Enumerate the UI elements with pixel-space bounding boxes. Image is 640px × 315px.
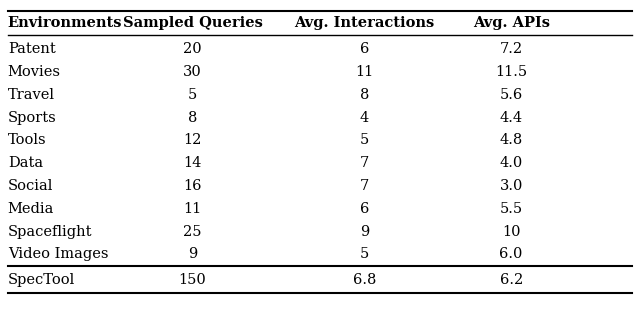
Text: 6.2: 6.2 xyxy=(500,273,523,287)
Text: 7: 7 xyxy=(360,179,369,193)
Text: 7.2: 7.2 xyxy=(500,42,523,56)
Text: 8: 8 xyxy=(188,111,197,124)
Text: Video Images: Video Images xyxy=(8,248,108,261)
Text: 20: 20 xyxy=(183,42,202,56)
Text: 6: 6 xyxy=(360,202,369,216)
Text: 5: 5 xyxy=(188,88,197,102)
Text: 6.8: 6.8 xyxy=(353,273,376,287)
Text: 25: 25 xyxy=(183,225,202,239)
Text: Social: Social xyxy=(8,179,53,193)
Text: 14: 14 xyxy=(184,156,202,170)
Text: Data: Data xyxy=(8,156,43,170)
Text: 12: 12 xyxy=(184,133,202,147)
Text: 30: 30 xyxy=(183,65,202,79)
Text: 9: 9 xyxy=(188,248,197,261)
Text: Travel: Travel xyxy=(8,88,55,102)
Text: 7: 7 xyxy=(360,156,369,170)
Text: 150: 150 xyxy=(179,273,207,287)
Text: Avg. APIs: Avg. APIs xyxy=(473,16,550,30)
Text: 4: 4 xyxy=(360,111,369,124)
Text: 4.0: 4.0 xyxy=(500,156,523,170)
Text: Tools: Tools xyxy=(8,133,46,147)
Text: 6.0: 6.0 xyxy=(499,248,523,261)
Text: 5: 5 xyxy=(360,248,369,261)
Text: 16: 16 xyxy=(183,179,202,193)
Text: Media: Media xyxy=(8,202,54,216)
Text: 8: 8 xyxy=(360,88,369,102)
Text: 10: 10 xyxy=(502,225,520,239)
Text: Sampled Queries: Sampled Queries xyxy=(123,16,262,30)
Text: Avg. Interactions: Avg. Interactions xyxy=(294,16,435,30)
Text: 4.8: 4.8 xyxy=(500,133,523,147)
Text: Patent: Patent xyxy=(8,42,56,56)
Text: 6: 6 xyxy=(360,42,369,56)
Text: 5.5: 5.5 xyxy=(500,202,523,216)
Text: Environments: Environments xyxy=(8,16,122,30)
Text: 9: 9 xyxy=(360,225,369,239)
Text: SpecTool: SpecTool xyxy=(8,273,75,287)
Text: 11.5: 11.5 xyxy=(495,65,527,79)
Text: 4.4: 4.4 xyxy=(500,111,523,124)
Text: 5.6: 5.6 xyxy=(500,88,523,102)
Text: 11: 11 xyxy=(184,202,202,216)
Text: 5: 5 xyxy=(360,133,369,147)
Text: Sports: Sports xyxy=(8,111,56,124)
Text: 11: 11 xyxy=(355,65,374,79)
Text: Spaceflight: Spaceflight xyxy=(8,225,92,239)
Text: Movies: Movies xyxy=(8,65,61,79)
Text: 3.0: 3.0 xyxy=(499,179,523,193)
